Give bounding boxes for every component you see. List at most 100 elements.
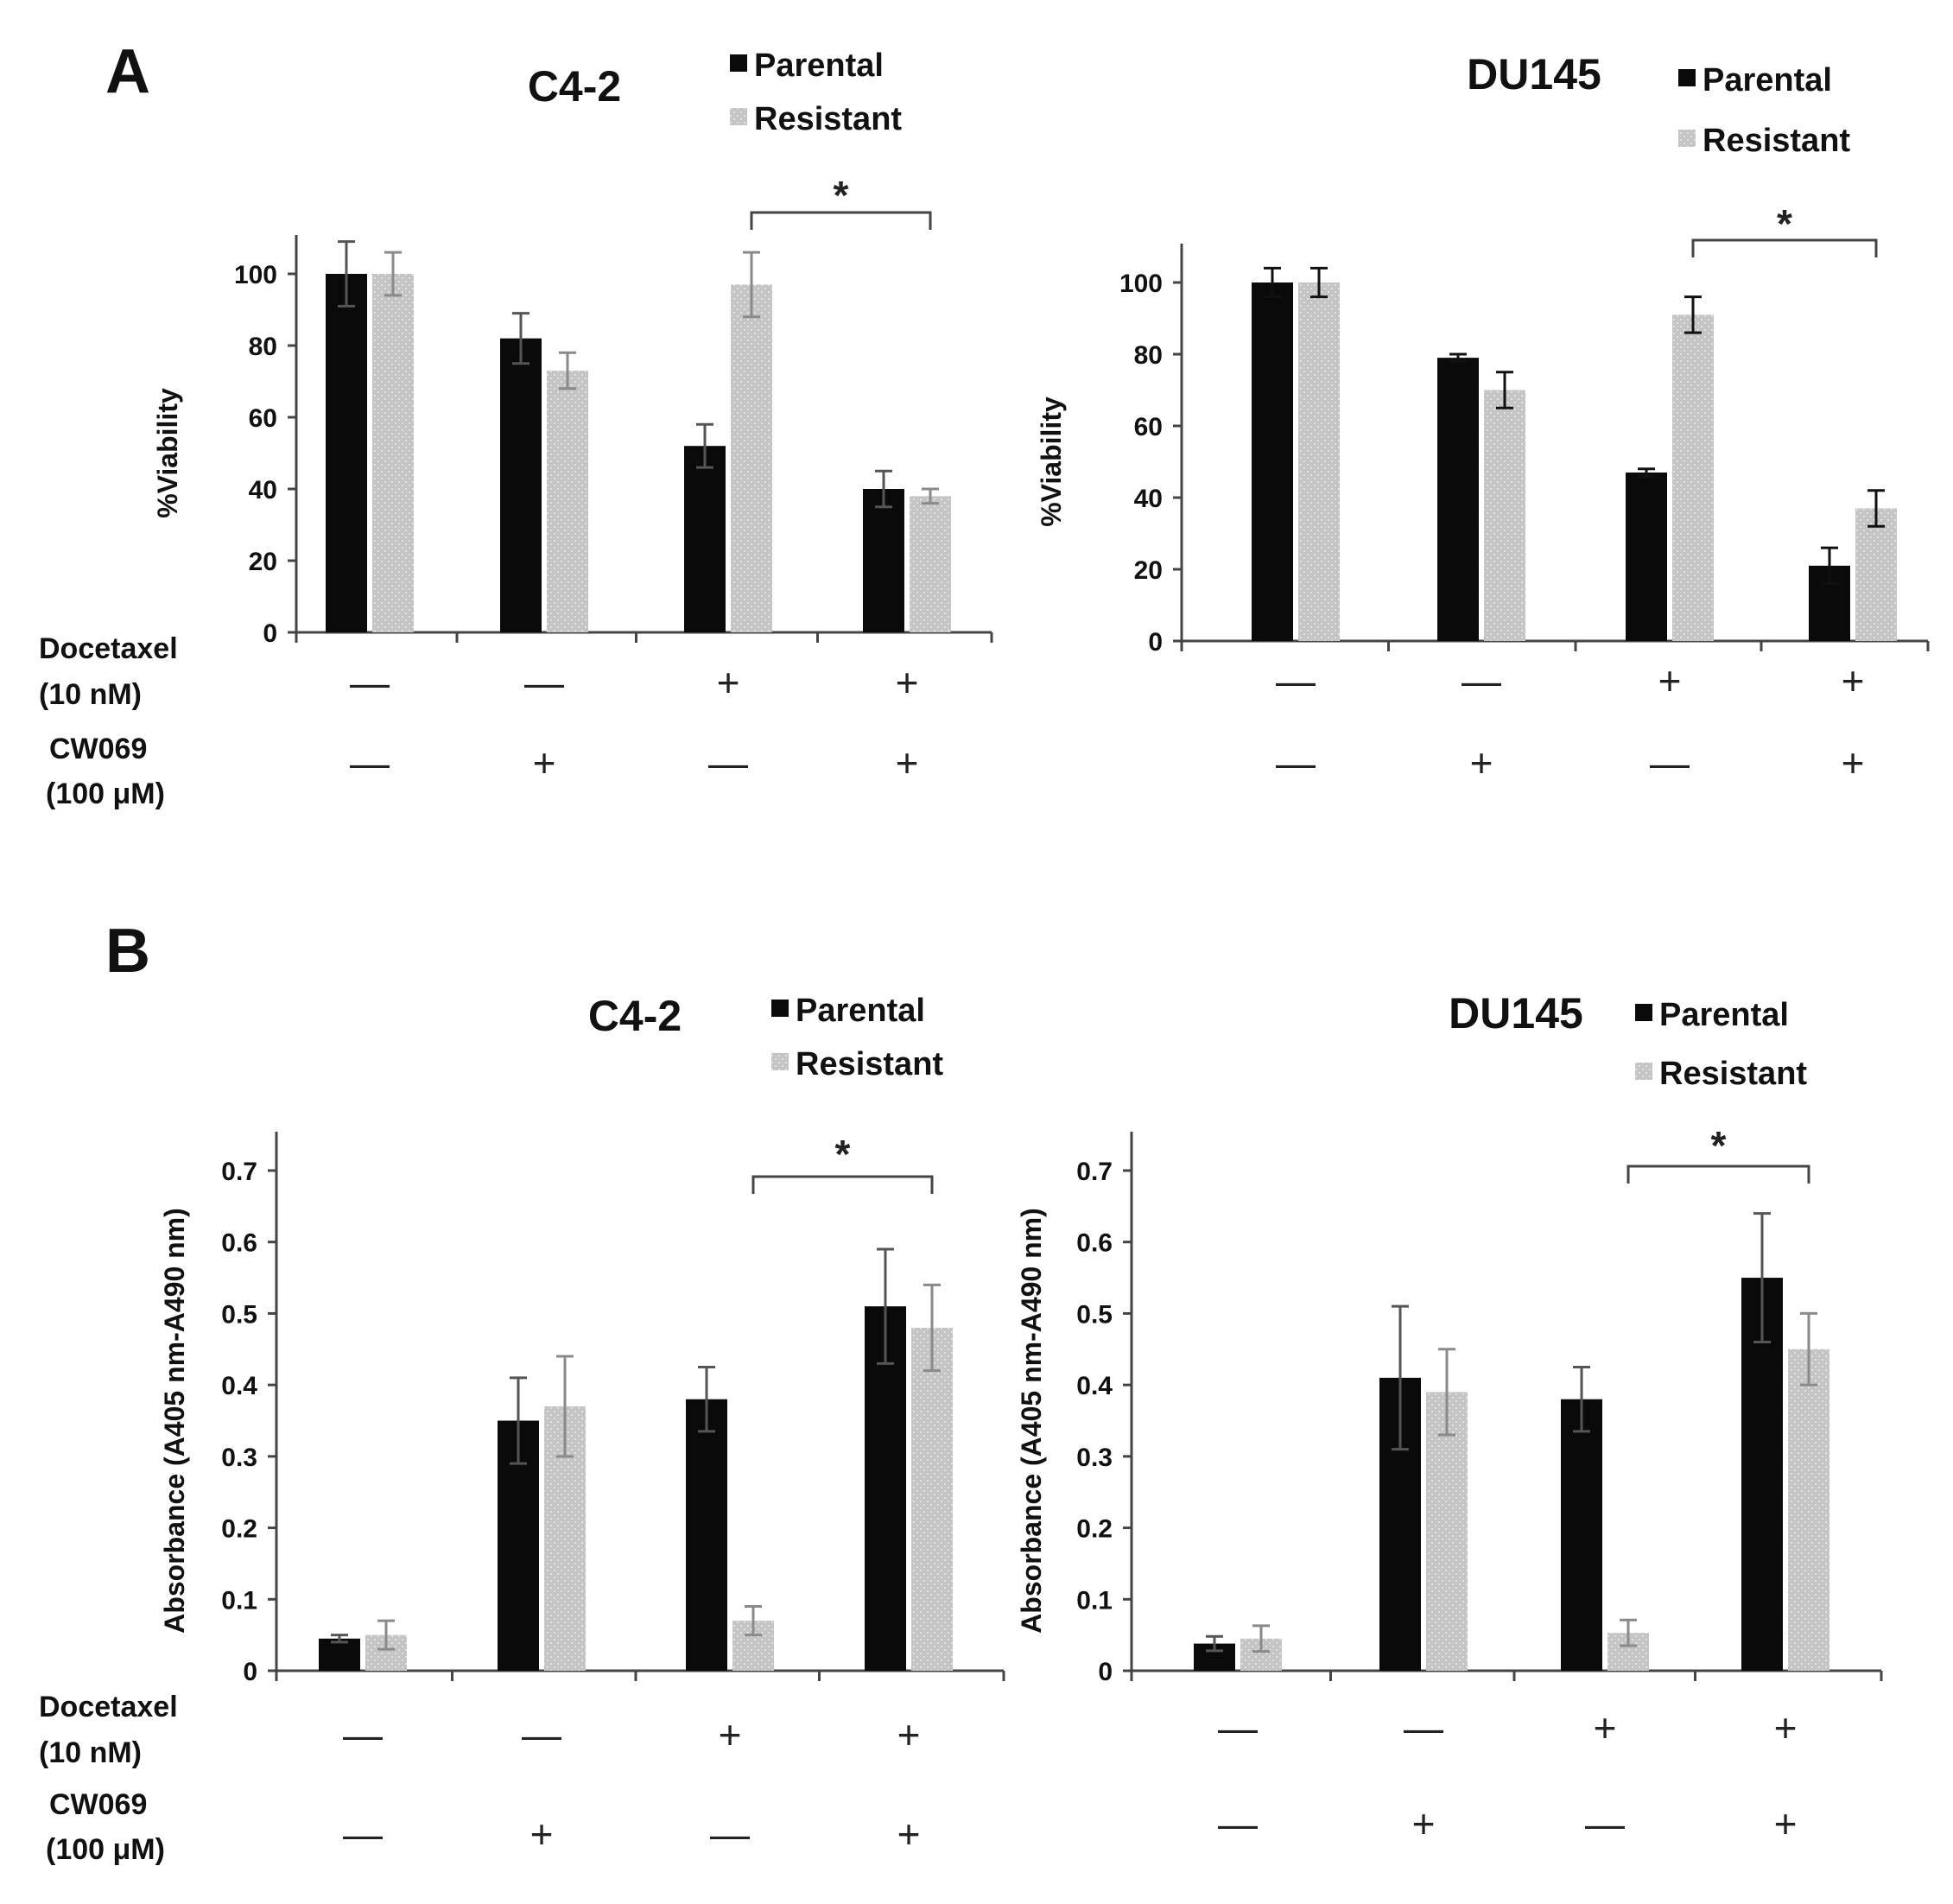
cw069-label: (100 μM) (46, 1833, 165, 1866)
bar-resistant-4 (1788, 1349, 1829, 1671)
legend-swatch-resistant (771, 1053, 789, 1070)
y-tick-label: 0 (243, 1658, 257, 1686)
error-bar-parental-1 (1206, 1634, 1223, 1653)
significance-bracket: * (1691, 201, 1878, 257)
y-tick-label: 0.2 (1076, 1515, 1113, 1544)
cw069-sign: + (897, 1812, 921, 1856)
y-tick-label: 40 (1134, 485, 1163, 513)
chart-title: C4-2 (588, 992, 682, 1040)
y-tick-label: 0.2 (221, 1515, 257, 1544)
cw069-sign: + (896, 740, 919, 785)
bar-parental-4 (865, 1306, 906, 1671)
bar-resistant-3 (731, 284, 772, 632)
legend-label-parental: Parental (754, 48, 884, 84)
legend-label-resistant: Resistant (754, 101, 902, 137)
cw069-label: CW069 (49, 1788, 147, 1821)
error-bar-resistant-1 (1252, 1624, 1270, 1653)
y-tick-label: 0 (1148, 628, 1163, 657)
docetaxel-label: Docetaxel (39, 1691, 178, 1723)
y-tick-label: 0 (263, 619, 277, 648)
docetaxel-sign: — (524, 660, 564, 705)
docetaxel-label: (10 nM) (39, 1736, 142, 1769)
bar-parental-3 (1626, 472, 1667, 641)
y-tick-label: 40 (249, 476, 277, 505)
significance-star: * (1711, 1123, 1727, 1168)
chart-title: DU145 (1449, 989, 1583, 1038)
error-bar-parental-3 (698, 1365, 715, 1433)
legend-label-resistant: Resistant (1659, 1056, 1807, 1092)
significance-star: * (834, 173, 849, 218)
docetaxel-sign: + (1594, 1705, 1617, 1750)
cw069-sign: — (710, 1812, 750, 1856)
y-axis-label: %Viability (1036, 397, 1067, 527)
bar-parental-3 (684, 446, 726, 632)
bar-parental-1 (326, 274, 367, 632)
cw069-sign: — (1276, 740, 1316, 785)
error-bar-parental-1 (338, 240, 355, 308)
bar-resistant-4 (911, 1327, 953, 1671)
bar-resistant-4 (910, 496, 951, 632)
legend-label-resistant: Resistant (1703, 123, 1850, 159)
cw069-sign: + (1774, 1801, 1798, 1846)
cw069-label: CW069 (49, 733, 147, 765)
y-tick-label: 0.5 (1076, 1300, 1113, 1329)
docetaxel-sign: — (343, 1712, 383, 1757)
error-bar-resistant-2 (1496, 371, 1513, 409)
cw069-label: (100 μM) (46, 777, 165, 810)
error-bar-resistant-1 (384, 251, 402, 297)
error-bar-parental-2 (510, 1376, 527, 1465)
error-bar-resistant-3 (1684, 295, 1702, 334)
error-bar-parental-2 (512, 312, 529, 365)
legend-label-parental: Parental (1703, 62, 1832, 98)
error-bar-resistant-1 (377, 1619, 395, 1651)
error-bar-parental-4 (1821, 546, 1838, 586)
y-tick-label: 100 (1119, 270, 1163, 298)
bar-resistant-2 (547, 371, 588, 632)
legend-label-parental: Parental (796, 993, 925, 1029)
legend-swatch-parental (1635, 1004, 1652, 1021)
legend-swatch-resistant (730, 108, 747, 125)
error-bar-parental-4 (1753, 1212, 1771, 1344)
chart-panel-3: B C4-2 Parental Resistant 0 0.1 0.2 0.3 0.4 0.5 0.… (39, 917, 1005, 1866)
chart-panel-1: A C4-2 Parental Resistant 0 20 40 60 80 100 %Viabi… (39, 37, 993, 810)
y-tick-label: 0.6 (221, 1229, 257, 1258)
bar-resistant-4 (1855, 508, 1897, 641)
bracket-line (750, 211, 932, 230)
docetaxel-sign: + (896, 660, 919, 705)
bar-resistant-3 (1672, 314, 1714, 641)
y-axis-label: Absorbance (A405 nm-A490 nm) (1016, 1208, 1047, 1634)
y-tick-label: 80 (1134, 341, 1163, 370)
chart-title: DU145 (1467, 50, 1601, 98)
error-bar-resistant-4 (923, 1283, 941, 1373)
legend-swatch-parental (1678, 69, 1696, 86)
y-tick-label: 0.5 (221, 1300, 257, 1329)
docetaxel-sign: — (350, 660, 390, 705)
docetaxel-label: (10 nM) (39, 678, 142, 711)
bar-parental-3 (686, 1399, 727, 1671)
docetaxel-sign: + (1842, 658, 1865, 703)
docetaxel-sign: — (1218, 1705, 1258, 1750)
y-tick-label: 0.6 (1076, 1229, 1113, 1258)
bar-resistant-1 (372, 274, 414, 632)
cw069-sign: — (350, 740, 390, 785)
docetaxel-label: Docetaxel (39, 632, 178, 665)
y-tick-label: 60 (249, 404, 277, 433)
legend-label-resistant: Resistant (796, 1046, 943, 1082)
legend-swatch-resistant (1678, 130, 1696, 147)
y-axis-label: Absorbance (A405 nm-A490 nm) (159, 1208, 190, 1634)
y-tick-label: 20 (1134, 556, 1163, 585)
bar-parental-1 (1252, 282, 1293, 641)
cw069-sign: — (1585, 1801, 1625, 1846)
bracket-line (1691, 238, 1878, 257)
y-tick-label: 0.1 (221, 1586, 257, 1615)
error-bar-resistant-4 (1800, 1311, 1817, 1387)
chart-title: C4-2 (528, 62, 621, 111)
significance-star: * (1777, 201, 1792, 246)
error-bar-parental-3 (1573, 1365, 1590, 1433)
bar-parental-2 (1437, 358, 1479, 641)
cw069-sign: + (1412, 1801, 1436, 1846)
error-bar-resistant-4 (922, 487, 939, 505)
significance-bracket: * (1626, 1123, 1810, 1184)
cw069-sign: — (708, 740, 748, 785)
error-bar-resistant-1 (1310, 266, 1328, 299)
